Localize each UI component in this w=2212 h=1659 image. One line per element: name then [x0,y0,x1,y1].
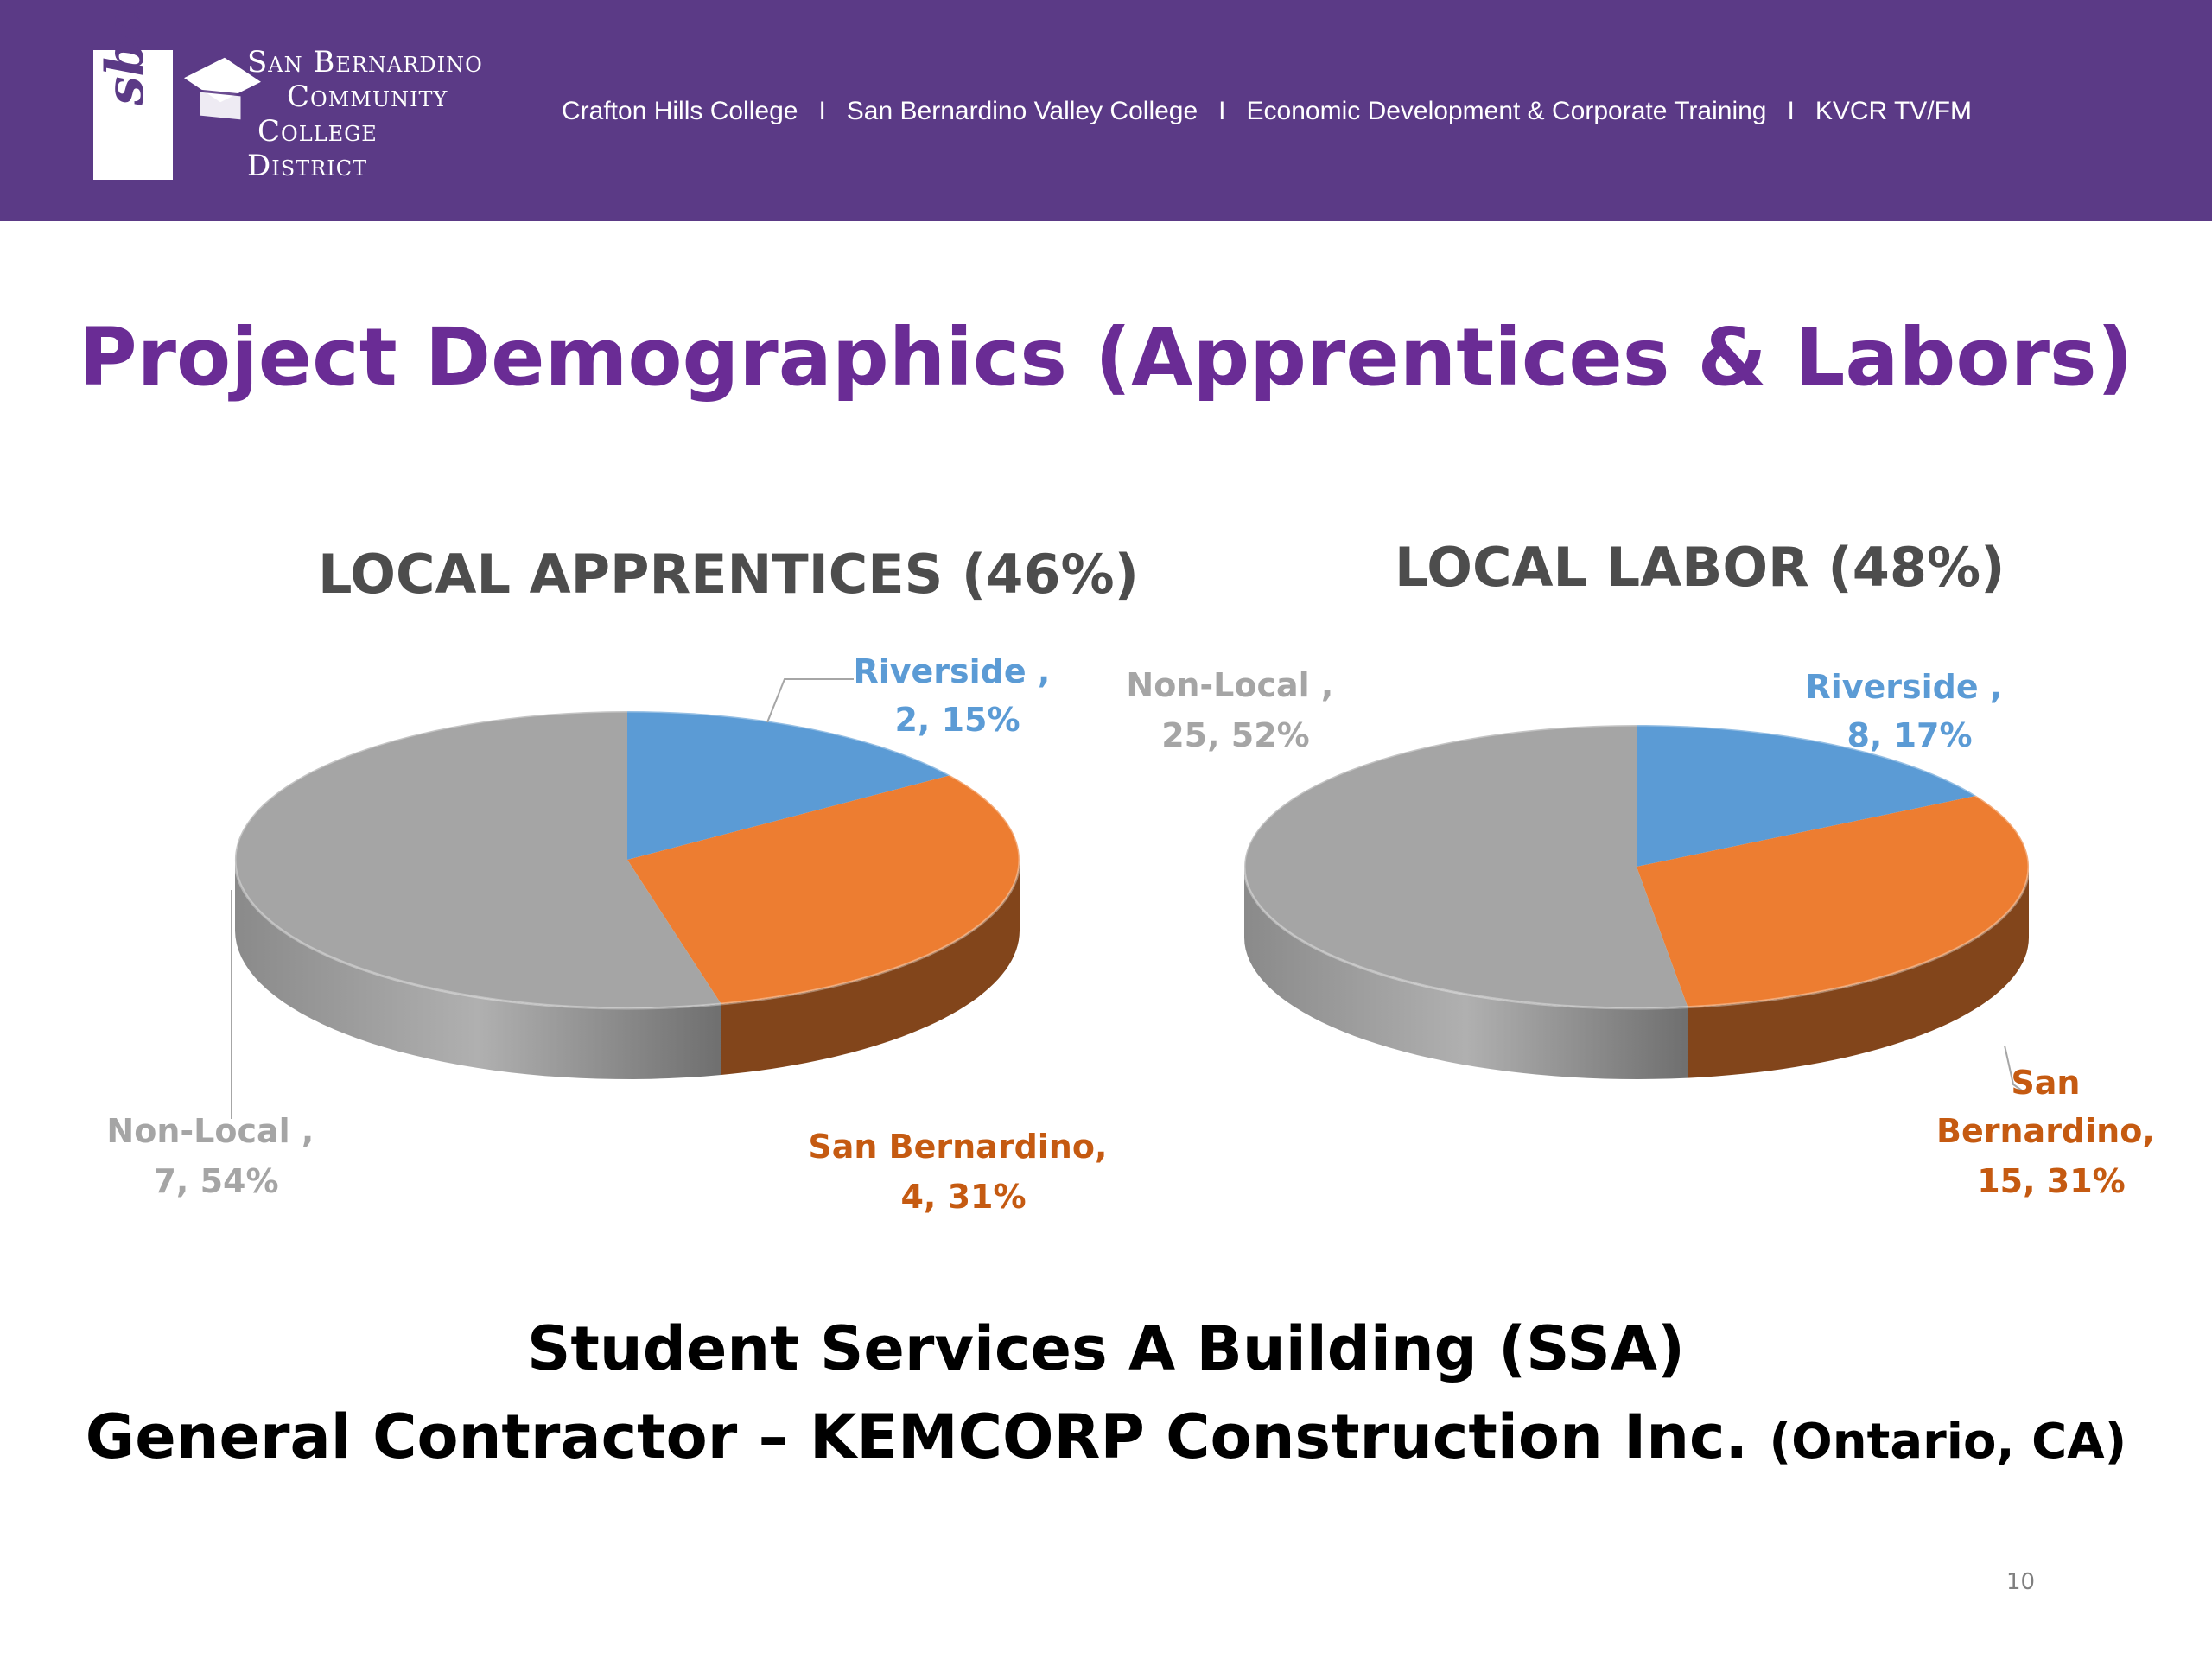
nav-separator: I [1787,97,1795,125]
pie-slice-riverside [627,711,950,860]
district-name: San Bernardino Community College Distric… [247,45,483,183]
pie-chart-labor [1243,723,2031,1079]
link-sb-valley-college[interactable]: San Bernardino Valley College [846,97,1198,125]
college-links: Crafton Hills College I San Bernardino Val… [562,97,1972,126]
district-name-line: San Bernardino [247,45,483,79]
label-riverside: Riverside , 8, 17% [1805,668,2013,754]
leader-line-riverside [766,678,854,723]
district-name-line: College [257,114,378,149]
pie-rim [233,709,1021,1010]
nav-separator: I [1218,97,1226,125]
label-non-local: Non-Local , 25, 52% [1126,666,1344,754]
pie-slice-non-local [234,711,721,1008]
label-san-bernardino: San Bernardino, 15, 31% [1936,1064,2166,1200]
pie-slice-non-local [1244,725,1688,1008]
nav-separator: I [818,97,826,125]
header-banner: sbccd San Bernardino Community College D… [0,0,2212,221]
data-labels-labor: Riverside , 8, 17% San Bernardino, 15, 3… [1126,666,2166,1200]
label-riverside: Riverside , 2, 15% [853,652,1061,739]
page-number: 10 [2006,1569,2036,1595]
pie-side-san-bernardino [721,860,1020,1075]
graduation-cap-icon [179,54,266,123]
link-kvcr[interactable]: KVCR TV/FM [1815,97,1972,125]
pie-side-san-bernardino [1688,867,2029,1078]
pie-slice-san-bernardino [1637,796,2030,1007]
contractor-name: General Contractor – KEMCORP Constructio… [85,1402,1770,1472]
label-san-bernardino: San Bernardino, 4, 31% [808,1128,1118,1216]
page-title: Project Demographics (Apprentices & Labo… [79,311,2133,404]
footer-contractor: General Contractor – KEMCORP Constructio… [0,1402,2212,1472]
pie-chart-apprentices [233,709,1021,1079]
chart-title-labor: LOCAL LABOR (48%) [1395,536,2005,599]
pie-slice-san-bernardino [627,775,1020,1004]
contractor-location: (Ontario, CA) [1769,1414,2127,1470]
footer-building: Student Services A Building (SSA) [527,1313,1685,1384]
pie-slice-riverside [1637,725,1977,867]
pie-side-non-local [1244,867,1688,1079]
district-logo [93,50,173,180]
chart-title-apprentices: LOCAL APPRENTICES (46%) [318,543,1139,606]
leader-line-san-bernardino [2004,1045,2023,1091]
link-crafton-hills[interactable]: Crafton Hills College [562,97,798,125]
data-labels-apprentices: Riverside , 2, 15% San Bernardino, 4, 31… [106,652,1118,1216]
pie-rim [1243,723,2031,1010]
pie-side-non-local [235,860,721,1079]
link-economic-development[interactable]: Economic Development & Corporate Trainin… [1246,97,1767,125]
district-name-line: District [247,149,368,183]
district-name-line: Community [287,79,448,114]
label-non-local: Non-Local , 7, 54% [106,1112,325,1200]
